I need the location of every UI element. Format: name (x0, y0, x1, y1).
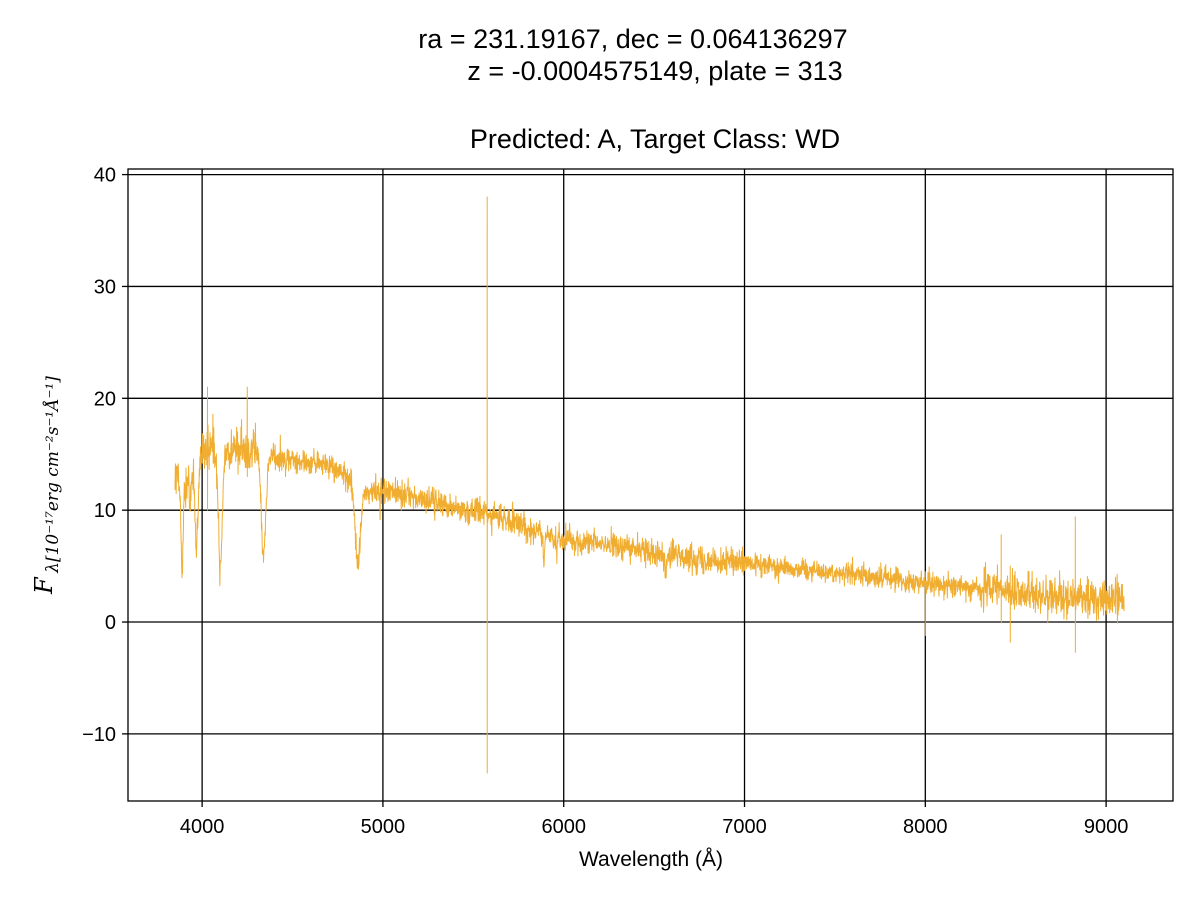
y-tick-label: 40 (94, 165, 116, 187)
plot-frame (127, 168, 1174, 802)
y-axis-label: F λ[10⁻¹⁷erg cm⁻²s⁻¹Å⁻¹] (30, 376, 63, 595)
axis-ticks: 4000 5000 6000 7000 8000 9000 −10 0 10 20 30 40 (82, 165, 1128, 838)
flux-series-line (174, 196, 1125, 774)
x-axis-label: Wavelength (Å) (579, 848, 723, 871)
x-tick-label: 9000 (1084, 816, 1129, 838)
svg-text:F λ[10⁻¹⁷erg cm⁻²s⁻¹Å⁻¹]: F λ[10⁻¹⁷erg cm⁻²s⁻¹Å⁻¹] (30, 376, 63, 595)
x-tick-label: 4000 (180, 816, 225, 838)
x-tick-label: 7000 (722, 816, 767, 838)
y-tick-label: 0 (105, 612, 116, 634)
y-axis-label-main: F (30, 576, 58, 595)
x-tick-label: 8000 (903, 816, 948, 838)
grid-lines (128, 169, 1173, 801)
x-tick-label: 6000 (541, 816, 586, 838)
y-tick-label: 10 (94, 500, 116, 522)
series-group (174, 196, 1125, 774)
x-tick-label: 5000 (361, 816, 406, 838)
y-tick-label: −10 (82, 724, 116, 746)
chart-title-line-1: ra = 231.19167, dec = 0.064136297 (418, 24, 847, 54)
y-axis-label-subscript: λ[10⁻¹⁷erg cm⁻²s⁻¹Å⁻¹] (42, 376, 63, 574)
chart-title-line-3: Predicted: A, Target Class: WD (470, 124, 840, 154)
chart-title-line-2: z = -0.0004575149, plate = 313 (467, 56, 842, 86)
y-tick-label: 20 (94, 388, 116, 410)
y-tick-label: 30 (94, 276, 116, 298)
